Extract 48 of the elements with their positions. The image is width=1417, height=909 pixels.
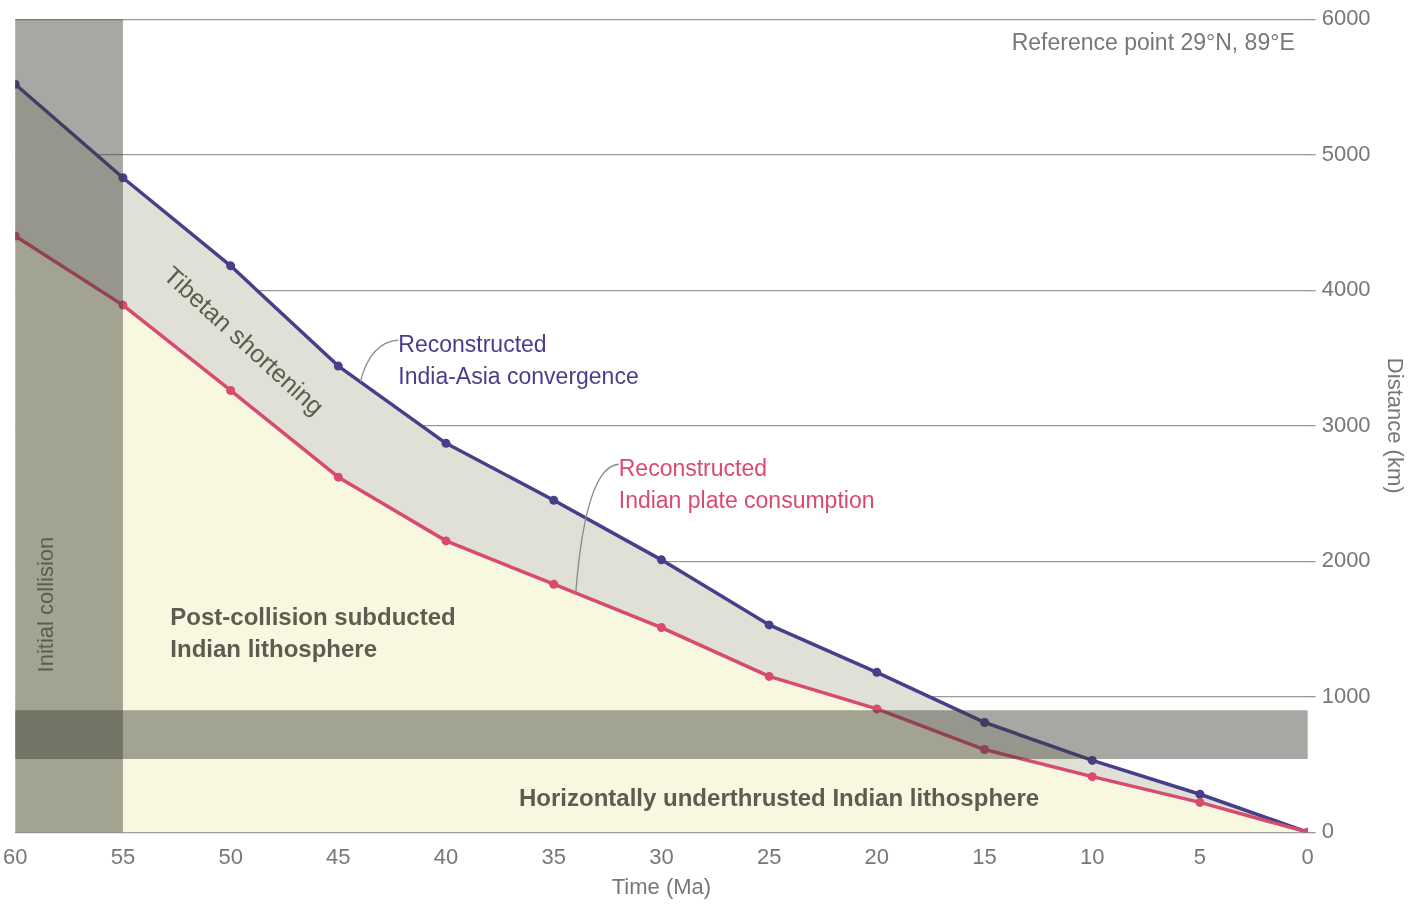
point (118, 173, 128, 183)
point (872, 704, 882, 714)
annotation: Post-collision subducted Indian lithosphere (170, 603, 456, 663)
point (980, 717, 990, 727)
series-label: Reconstructed India-Asia convergence (398, 331, 639, 390)
x-tick-label: 5 (1193, 844, 1207, 870)
y-tick-label: 6000 (1321, 5, 1371, 31)
y-tick-label: 3000 (1321, 411, 1371, 437)
annotation: Reference point 29°N, 89°E (1011, 28, 1295, 55)
point (764, 620, 774, 630)
point (872, 667, 882, 677)
x-tick-label: 45 (326, 844, 351, 870)
y-tick-label: 5000 (1321, 140, 1371, 166)
point (441, 438, 451, 448)
band-label: Initial collision (33, 536, 59, 673)
x-tick-label: 60 (2, 844, 28, 870)
x-tick-label: 35 (541, 844, 566, 870)
x-tick-label: 10 (1080, 844, 1105, 870)
point (549, 579, 559, 589)
x-tick-label: 30 (649, 844, 674, 870)
point (333, 472, 343, 482)
x-tick-label: 20 (864, 844, 890, 870)
point (1195, 797, 1205, 807)
text: Reconstructed Indian plate consumption (618, 455, 875, 514)
point (980, 745, 990, 755)
x-tick-label: 50 (218, 844, 243, 870)
y-tick-label: 4000 (1321, 276, 1371, 302)
x-tick-label: 55 (110, 844, 136, 870)
point (656, 623, 666, 633)
point (1087, 772, 1097, 782)
point (549, 495, 559, 505)
annotation: Horizontally underthrusted Indian lithosphere (519, 784, 1040, 812)
point (441, 536, 451, 546)
x-axis-title: Time (Ma) (611, 873, 712, 899)
point (1087, 755, 1097, 765)
y-tick-label: 1000 (1321, 682, 1371, 708)
point (333, 361, 343, 371)
point (118, 300, 128, 310)
point (656, 555, 666, 565)
y-axis-title: Distance (km) (1382, 357, 1408, 494)
y-tick-label: 0 (1321, 818, 1334, 844)
y-tick-label: 2000 (1321, 547, 1371, 573)
point (1195, 789, 1205, 799)
x-tick-label: 25 (756, 844, 782, 870)
x-tick-label: 15 (972, 844, 997, 870)
x-tick-label: 40 (433, 844, 459, 870)
x-tick-label: 0 (1301, 844, 1314, 870)
point (764, 671, 774, 681)
